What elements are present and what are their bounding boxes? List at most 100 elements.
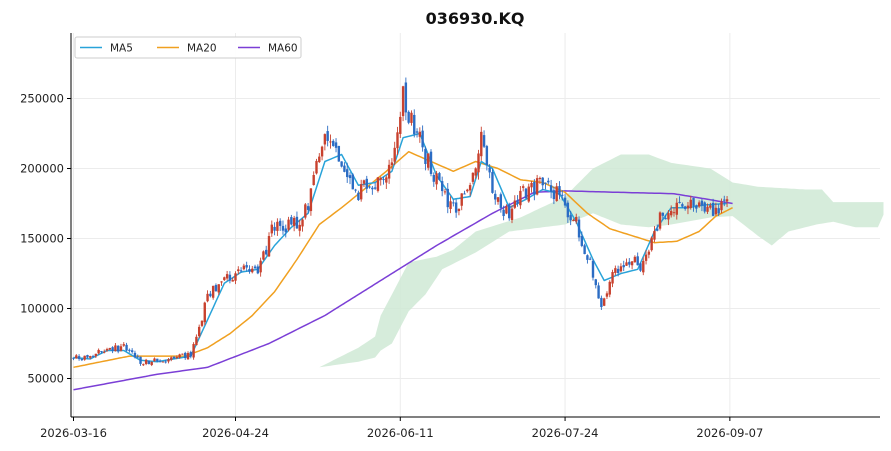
chart-title: 036930.KQ	[426, 9, 525, 28]
legend: MA5 MA20 MA60	[74, 36, 302, 59]
candle-body	[290, 217, 293, 225]
candle-body	[628, 261, 631, 265]
candle-body	[656, 228, 659, 231]
candle-body	[678, 201, 681, 203]
candle-body	[625, 262, 628, 266]
y-tick-label: 50000	[27, 372, 64, 386]
candle-body	[494, 193, 497, 200]
legend-label-ma60: MA60	[268, 43, 298, 55]
candle-body	[438, 173, 441, 180]
ichimoku-cloud	[73, 154, 884, 400]
candle-body	[446, 188, 449, 208]
candle-body	[390, 162, 394, 166]
candle-body	[538, 177, 542, 179]
candle-body	[683, 206, 687, 209]
candle-body	[695, 205, 698, 209]
candle-body	[485, 146, 489, 166]
candle-body	[200, 320, 204, 326]
candle-body	[343, 165, 346, 172]
candle-body	[466, 189, 469, 192]
candle-body	[75, 355, 78, 359]
candle-body	[83, 355, 86, 360]
candle-body	[711, 202, 715, 216]
candle-body	[116, 345, 120, 352]
y-tick-label: 150000	[20, 232, 64, 246]
candle-body	[287, 219, 290, 230]
candle-body	[566, 202, 570, 218]
candle-body	[348, 175, 352, 179]
candle-body	[513, 200, 516, 208]
legend-label-ma20: MA20	[187, 43, 217, 55]
candle-body	[237, 269, 240, 272]
candle-body	[281, 225, 285, 231]
candle-body	[365, 178, 368, 189]
ma20-line	[73, 150, 733, 369]
candle-body	[675, 202, 678, 215]
candle-body	[706, 206, 709, 212]
candle-body	[144, 359, 148, 364]
candle-body	[480, 131, 483, 157]
candle-body	[602, 298, 606, 306]
candle-body	[611, 272, 614, 284]
candle-body	[563, 197, 567, 206]
candle-body	[387, 164, 391, 179]
candle-body	[630, 261, 634, 266]
candle-body	[170, 357, 173, 360]
candle-body	[147, 360, 151, 364]
candle-body	[270, 224, 274, 234]
ma60-line	[73, 190, 733, 391]
candle-body	[100, 351, 103, 353]
candle-body	[572, 219, 575, 222]
candle-body	[382, 179, 385, 181]
candle-body	[203, 302, 206, 323]
candle-body	[223, 277, 226, 281]
candle-body	[424, 148, 427, 164]
candle-body	[114, 345, 117, 352]
y-tick-label: 250000	[20, 92, 64, 106]
candle-body	[298, 224, 301, 231]
candle-body	[276, 221, 279, 231]
candle-body	[586, 255, 589, 260]
candle-body	[714, 207, 718, 215]
candle-body	[175, 356, 179, 358]
candle-body	[304, 204, 307, 218]
candle-body	[650, 237, 653, 251]
candle-body	[418, 131, 422, 137]
candle-body	[697, 202, 701, 207]
candle-body	[292, 217, 296, 226]
candle-body	[633, 256, 637, 263]
candle-body	[639, 263, 642, 271]
candle-body	[242, 265, 246, 270]
candle-body	[686, 205, 690, 209]
candle-body	[89, 356, 92, 358]
candle-body	[614, 268, 617, 273]
candle-body	[619, 266, 623, 272]
candle-body	[278, 220, 282, 226]
candle-body	[474, 168, 477, 176]
candle-body	[549, 185, 553, 192]
candle-body	[161, 361, 165, 363]
candle-body	[80, 358, 84, 361]
candle-body	[228, 274, 232, 281]
candle-body	[647, 251, 651, 255]
candle-body	[692, 198, 695, 206]
candle-body	[672, 212, 676, 214]
candle-body	[125, 344, 128, 351]
candle-body	[435, 173, 438, 185]
candle-body	[393, 147, 396, 162]
candle-body	[583, 245, 586, 255]
x-tick-label: 2026-06-11	[367, 426, 434, 440]
candle-body	[415, 131, 419, 133]
candle-body	[482, 135, 486, 147]
candle-body	[463, 193, 466, 195]
candle-body	[471, 172, 475, 182]
candle-body	[555, 186, 558, 202]
candle-body	[404, 82, 408, 113]
candle-body	[153, 358, 156, 362]
candle-body	[189, 352, 193, 357]
candle-body	[622, 265, 625, 268]
candle-body	[332, 140, 335, 146]
candle-body	[644, 254, 648, 261]
legend-label-ma5: MA5	[110, 43, 133, 55]
candle-body	[552, 190, 556, 200]
